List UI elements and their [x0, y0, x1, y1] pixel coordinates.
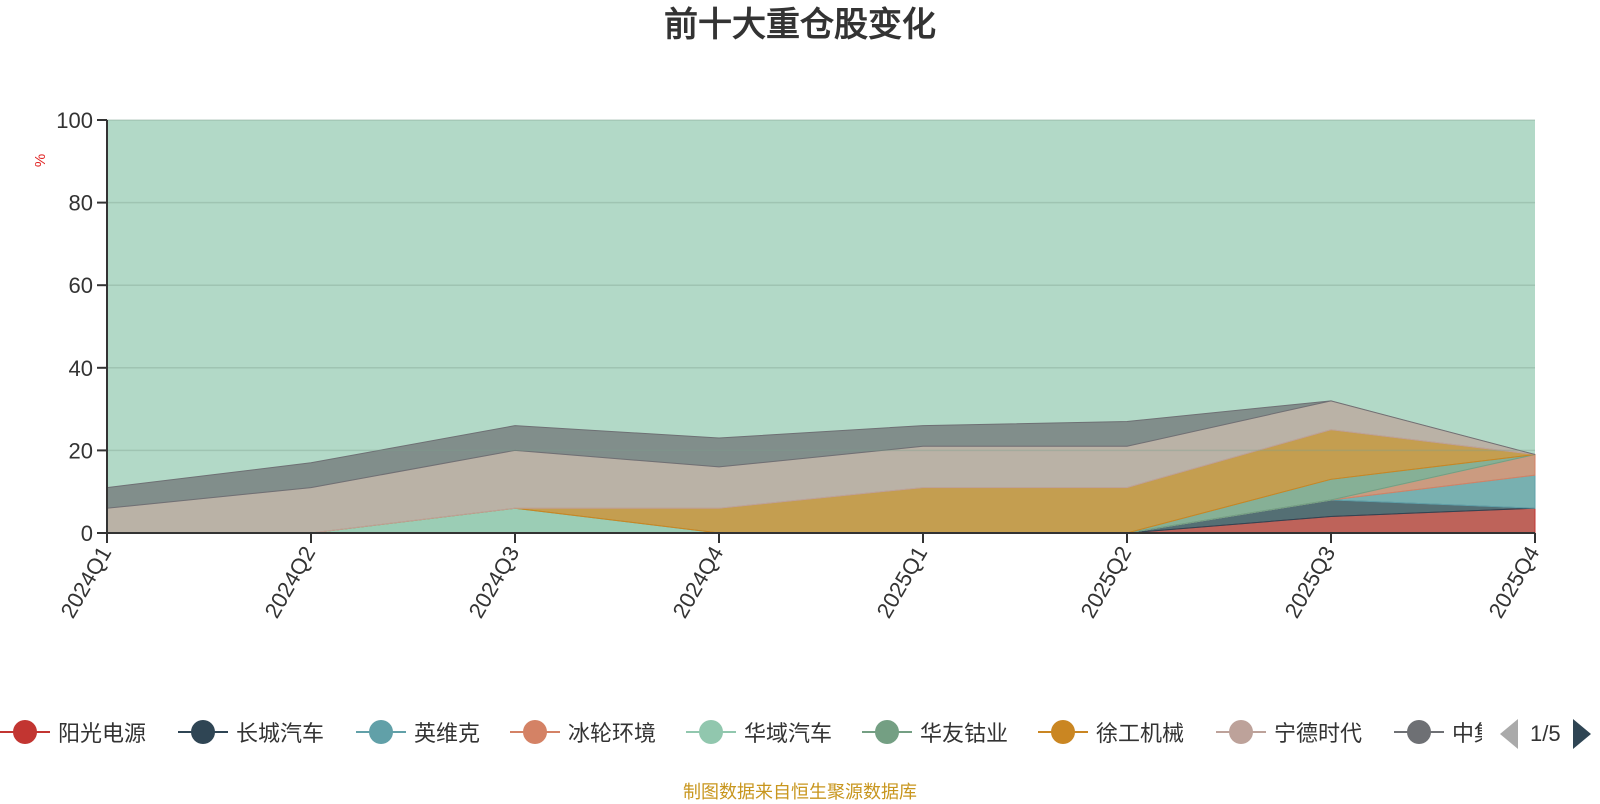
y-tick-label-5: 100 — [56, 108, 93, 133]
legend-label: 中集集团 — [1452, 721, 1482, 746]
legend-label: 英维克 — [414, 721, 481, 746]
legend-label: 宁德时代 — [1274, 721, 1363, 746]
legend-label: 阳光电源 — [58, 721, 147, 746]
legend-item-0[interactable]: 阳光电源 — [0, 712, 146, 752]
y-tick-label-1: 20 — [69, 438, 93, 463]
x-tick-label-5: 2025Q2 — [1076, 542, 1137, 622]
chart-title: 前十大重仓股变化 — [664, 6, 936, 44]
legend-label: 华域汽车 — [744, 721, 833, 746]
legend-item-3[interactable]: 冰轮环境 — [510, 712, 656, 752]
x-tick-label-7: 2025Q4 — [1484, 542, 1545, 622]
legend-next-page-button[interactable] — [1572, 719, 1591, 749]
area-series-8[interactable] — [106, 400, 1536, 509]
legend-marker-icon — [1038, 718, 1088, 746]
legend-label: 冰轮环境 — [568, 721, 657, 746]
legend-item-1[interactable]: 长城汽车 — [178, 712, 324, 752]
legend-label: 长城汽车 — [236, 721, 325, 746]
y-tick-label-3: 60 — [69, 273, 93, 298]
legend-marker-icon — [1216, 718, 1266, 746]
legend-marker-icon — [0, 718, 50, 746]
x-tick-label-3: 2024Q4 — [668, 542, 729, 622]
x-tick-label-6: 2025Q3 — [1280, 542, 1341, 622]
chart-plot: 0 20 40 60 80 100 2024Q1 2024Q2 2024Q3 2024Q4 202… — [56, 108, 1545, 622]
legend-marker-icon — [862, 718, 912, 746]
legend-item-7[interactable]: 宁德时代 — [1216, 712, 1362, 752]
legend-marker-icon — [356, 718, 406, 746]
legend-page-indicator: 1/5 — [1530, 721, 1561, 746]
x-tick-label-1: 2024Q2 — [260, 542, 321, 622]
data-source-note: 制图数据来自恒生聚源数据库 — [683, 782, 917, 802]
legend-item-4[interactable]: 华域汽车 — [686, 712, 832, 752]
legend-prev-page-button[interactable] — [1500, 719, 1518, 749]
legend-marker-icon — [1394, 718, 1444, 746]
legend-marker-icon — [510, 718, 560, 746]
y-tick-label-2: 40 — [69, 356, 93, 381]
legend-label: 华友钴业 — [920, 721, 1009, 746]
x-tick-label-2: 2024Q3 — [464, 542, 525, 622]
legend-marker-icon — [686, 718, 736, 746]
legend-marker-icon — [178, 718, 228, 746]
y-tick-label-0: 0 — [81, 521, 93, 546]
y-axis-label: % — [32, 153, 50, 168]
legend-item-2[interactable]: 英维克 — [356, 712, 480, 752]
x-tick-label-0: 2024Q1 — [56, 542, 117, 622]
legend-pager: 1/5 — [1500, 716, 1600, 752]
legend-item-8[interactable]: 中集集团 — [1394, 712, 1482, 752]
legend: 阳光电源 长城汽车 英维克 冰轮环境 华域汽车 华友钴业 徐工机械 宁德时代 中集集团 — [0, 712, 1482, 752]
x-tick-label-4: 2025Q1 — [872, 542, 933, 622]
legend-item-6[interactable]: 徐工机械 — [1038, 712, 1184, 752]
legend-item-5[interactable]: 华友钴业 — [862, 712, 1008, 752]
y-tick-label-4: 80 — [69, 191, 93, 216]
legend-label: 徐工机械 — [1096, 721, 1185, 746]
